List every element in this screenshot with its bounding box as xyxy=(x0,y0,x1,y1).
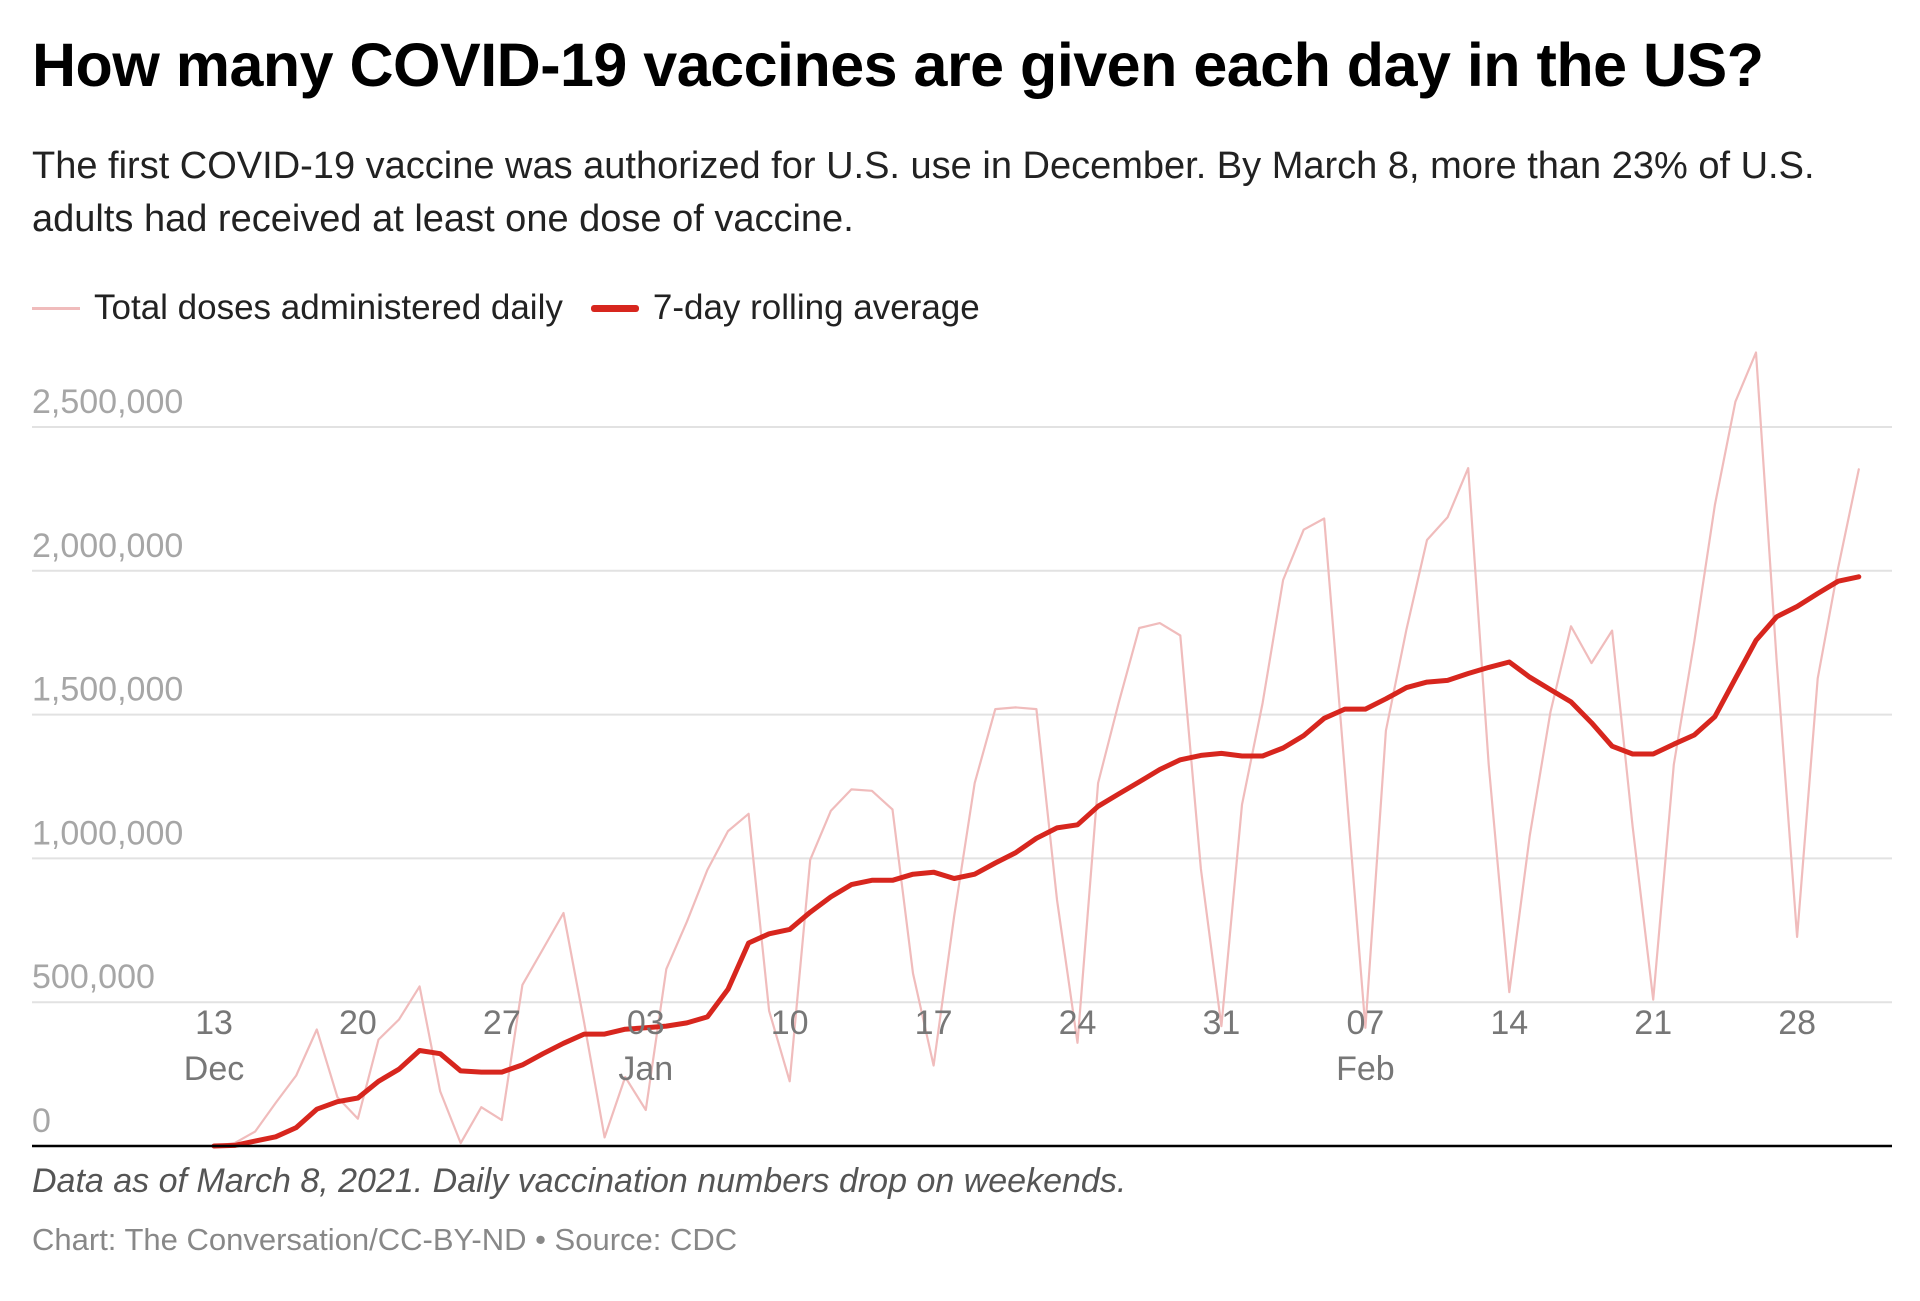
legend: Total doses administered daily 7-day rol… xyxy=(32,288,980,328)
y-tick-label: 1,000,000 xyxy=(32,814,183,852)
x-tick-label: 27 xyxy=(483,1004,521,1042)
series-line-average xyxy=(211,574,1862,1149)
x-tick-label: 13 xyxy=(195,1004,233,1042)
x-tick-label: 24 xyxy=(1059,1004,1097,1042)
y-tick-label: 1,500,000 xyxy=(32,671,183,709)
data-note: Data as of March 8, 2021. Daily vaccinat… xyxy=(32,1162,1127,1200)
legend-swatch-daily xyxy=(32,306,80,310)
y-tick-label: 2,000,000 xyxy=(32,527,183,565)
legend-label-average: 7-day rolling average xyxy=(652,288,980,327)
x-month-label: Jan xyxy=(618,1050,673,1088)
legend-label-daily: Total doses administered daily xyxy=(94,288,563,327)
chart-title: How many COVID-19 vaccines are given eac… xyxy=(32,31,1764,99)
y-tick-label: 2,500,000 xyxy=(32,383,183,421)
x-tick-label: 14 xyxy=(1490,1004,1528,1042)
y-tick-label: 500,000 xyxy=(32,958,155,996)
source-credit: Chart: The Conversation/CC-BY-ND • Sourc… xyxy=(32,1222,738,1257)
x-month-label: Feb xyxy=(1336,1050,1395,1088)
x-tick-label: 10 xyxy=(771,1004,809,1042)
x-tick-label: 28 xyxy=(1778,1004,1816,1042)
x-tick-label: 07 xyxy=(1346,1004,1384,1042)
chart-subtitle: The first COVID-19 vaccine was authorize… xyxy=(32,145,1815,240)
legend-swatch-average xyxy=(590,304,639,312)
x-tick-label: 20 xyxy=(339,1004,377,1042)
y-tick-label: 0 xyxy=(32,1102,51,1140)
x-tick-label: 17 xyxy=(915,1004,953,1042)
x-tick-label: 21 xyxy=(1634,1004,1672,1042)
x-tick-label: 31 xyxy=(1203,1004,1241,1042)
series-line-daily xyxy=(212,351,1860,1148)
x-month-label: Dec xyxy=(184,1050,244,1088)
x-tick-label: 03 xyxy=(627,1004,665,1042)
